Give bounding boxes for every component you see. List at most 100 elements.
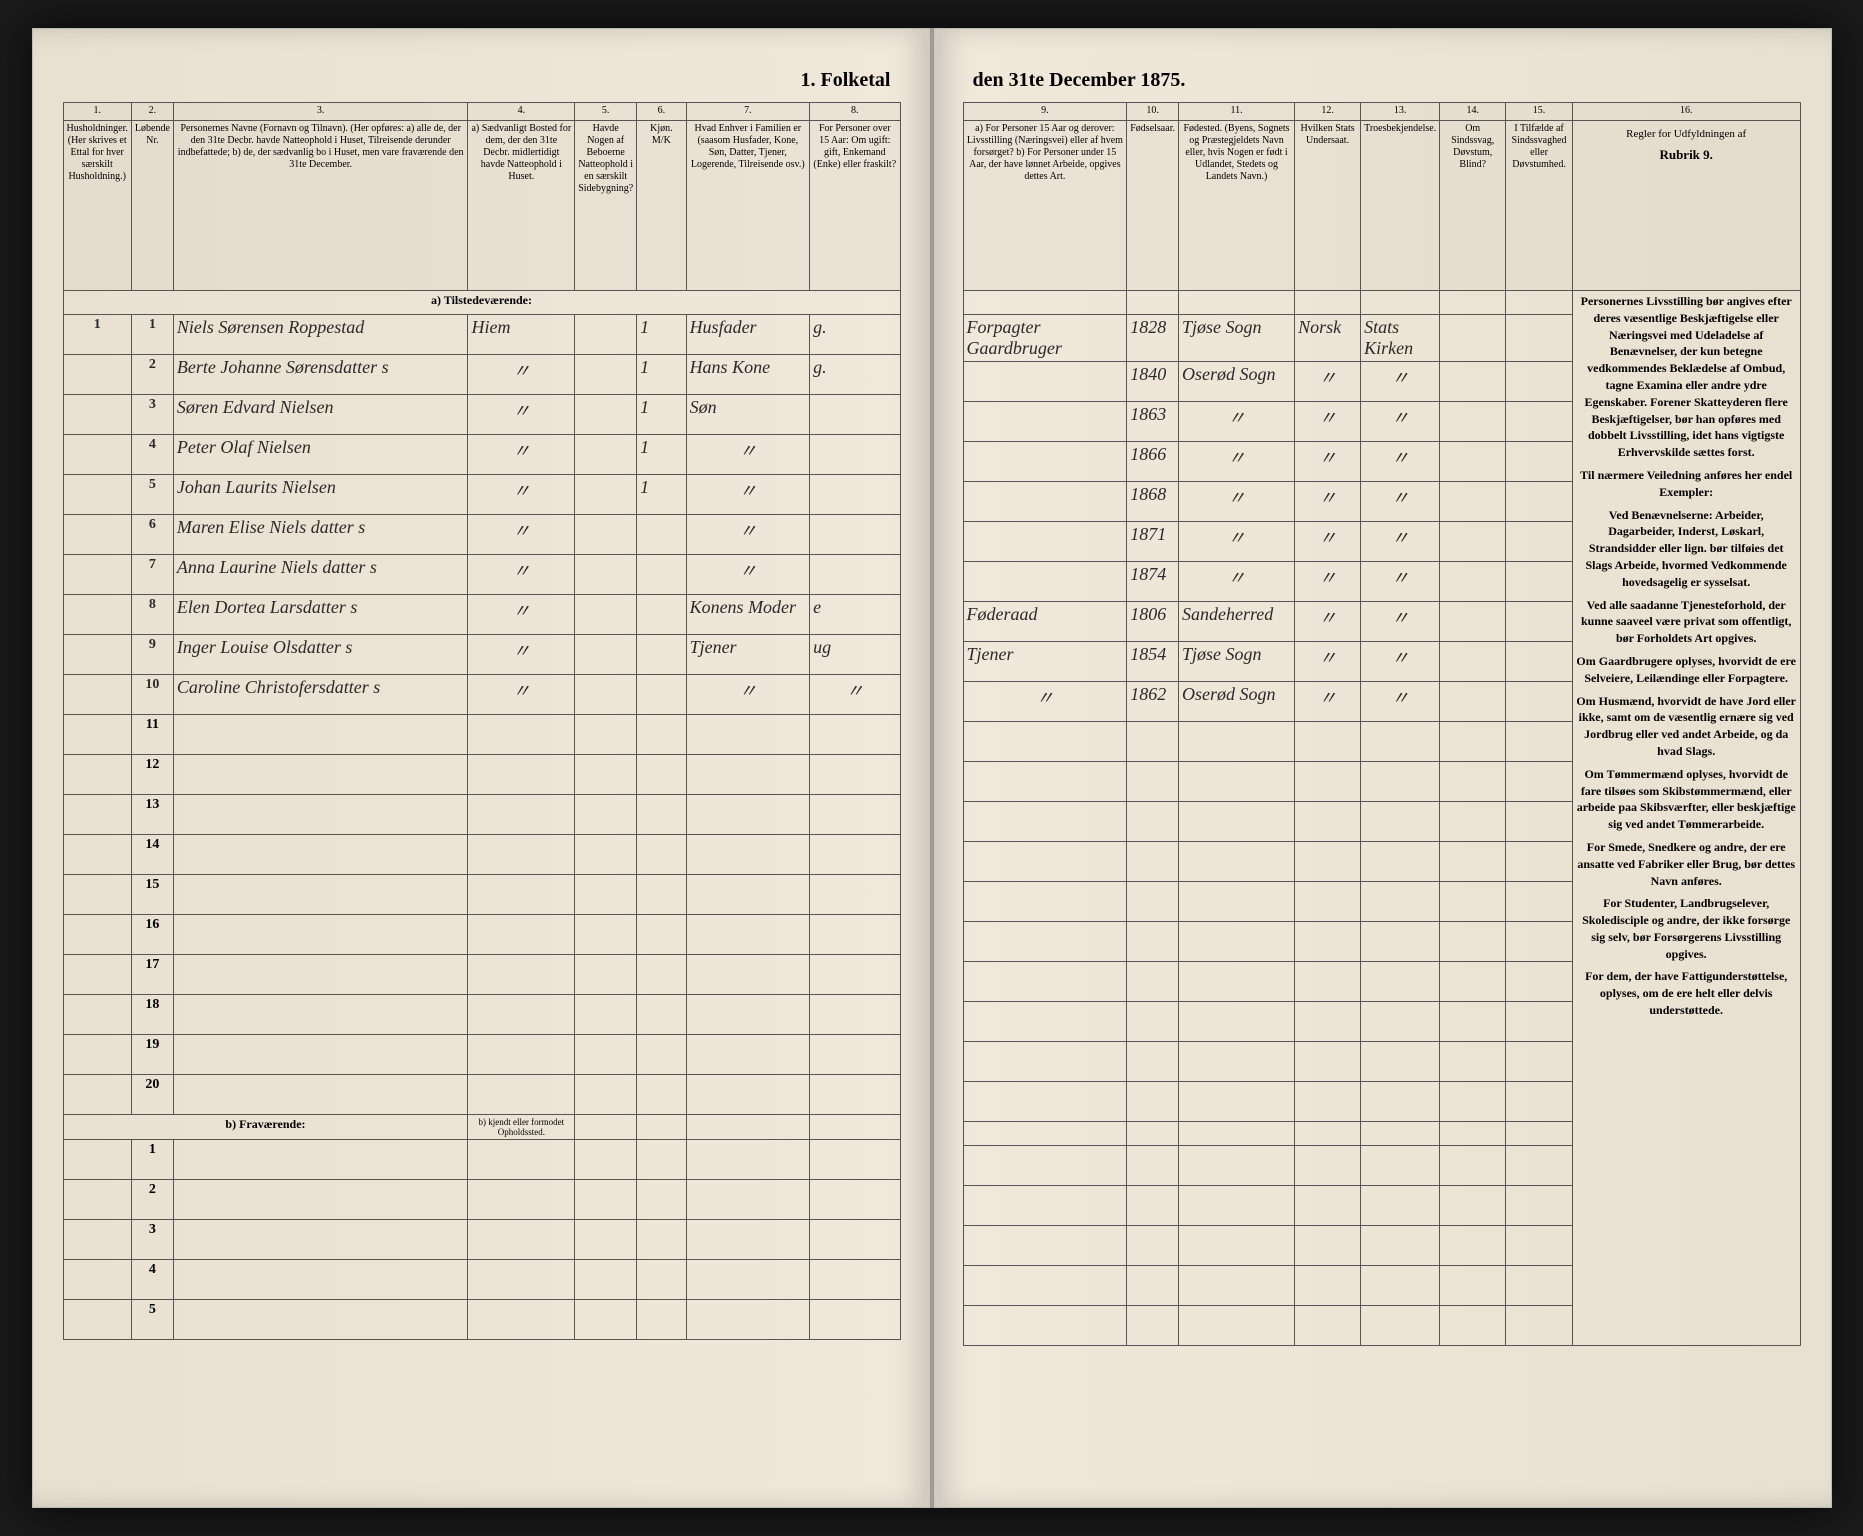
- cell: [1440, 762, 1506, 802]
- cell: [810, 795, 900, 835]
- cell: Føderaad: [963, 602, 1127, 642]
- table-row: 16: [63, 915, 900, 955]
- cell: 〃: [1295, 522, 1361, 562]
- cell: [1361, 842, 1440, 882]
- cell: [63, 635, 131, 675]
- cell: Husfader: [686, 315, 810, 355]
- cell: [1295, 802, 1361, 842]
- cell: 1840: [1127, 362, 1179, 402]
- cell: [1440, 1082, 1506, 1122]
- census-book: 1. Folketal 1.2.3.4.5.6.7.8. Husholdning…: [32, 28, 1832, 1508]
- cell: [810, 1140, 900, 1180]
- cell: 〃: [1295, 482, 1361, 522]
- cell: [963, 1122, 1127, 1146]
- cell: Oserød Sogn: [1178, 682, 1294, 722]
- column-number: 7.: [686, 103, 810, 121]
- cell: [637, 1220, 686, 1260]
- instruction-paragraph: Personernes Livsstilling bør angives eft…: [1576, 293, 1797, 461]
- cell: [1506, 922, 1573, 962]
- table-row: 4: [63, 1260, 900, 1300]
- cell: 1866: [1127, 442, 1179, 482]
- cell: [810, 1075, 900, 1115]
- cell: [173, 1180, 468, 1220]
- cell: [173, 1035, 468, 1075]
- cell: [1506, 1122, 1573, 1146]
- cell: 1: [637, 435, 686, 475]
- cell: 〃: [1361, 562, 1440, 602]
- instruction-paragraph: Om Tømmermænd oplyses, hvorvidt de fare …: [1576, 766, 1797, 833]
- cell: [686, 1220, 810, 1260]
- cell: 16: [131, 915, 173, 955]
- cell: [63, 1300, 131, 1340]
- cell: [63, 515, 131, 555]
- cell: Norsk: [1295, 315, 1361, 362]
- cell: [63, 1075, 131, 1115]
- table-row: 20: [63, 1075, 900, 1115]
- cell: [1127, 291, 1179, 315]
- cell: [963, 562, 1127, 602]
- table-row: 6Maren Elise Niels datter s〃〃: [63, 515, 900, 555]
- cell: [1361, 722, 1440, 762]
- cell: [637, 1260, 686, 1300]
- cell: 1868: [1127, 482, 1179, 522]
- cell: 〃: [1178, 522, 1294, 562]
- cell: [1440, 1186, 1506, 1226]
- cell: Sandeherred: [1178, 602, 1294, 642]
- cell: 〃: [1295, 442, 1361, 482]
- cell: [963, 922, 1127, 962]
- cell: [810, 395, 900, 435]
- cell: Elen Dortea Larsdatter s: [173, 595, 468, 635]
- cell: [1506, 1002, 1573, 1042]
- cell: [1440, 882, 1506, 922]
- table-row: 11Niels Sørensen RoppestadHiem1Husfaderg…: [63, 315, 900, 355]
- cell: 1: [131, 1140, 173, 1180]
- cell: [173, 1260, 468, 1300]
- cell: [575, 395, 637, 435]
- cell: [1506, 882, 1573, 922]
- cell: [1440, 1002, 1506, 1042]
- cell: 4: [131, 435, 173, 475]
- column-number: 11.: [1178, 103, 1294, 121]
- cell: 18: [131, 995, 173, 1035]
- cell: [637, 1300, 686, 1340]
- cell: [1506, 562, 1573, 602]
- cell: 〃: [468, 515, 575, 555]
- instruction-paragraph: Ved Benævnelserne: Arbeider, Dagarbeider…: [1576, 507, 1797, 591]
- column-number: 4.: [468, 103, 575, 121]
- cell: 〃: [686, 555, 810, 595]
- cell: [810, 915, 900, 955]
- cell: [686, 1035, 810, 1075]
- cell: 〃: [468, 555, 575, 595]
- cell: 1806: [1127, 602, 1179, 642]
- cell: [963, 762, 1127, 802]
- cell: [575, 435, 637, 475]
- column-header: Løbende Nr.: [131, 121, 173, 291]
- cell: [575, 1300, 637, 1340]
- table-row: 11: [63, 715, 900, 755]
- cell: [1127, 722, 1179, 762]
- census-table-right: 9.10.11.12.13.14.15.16. a) For Personer …: [963, 102, 1801, 1346]
- cell: [1361, 1042, 1440, 1082]
- cell: [173, 1300, 468, 1340]
- cell: g.: [810, 355, 900, 395]
- table-row: 8Elen Dortea Larsdatter s〃Konens Modere: [63, 595, 900, 635]
- cell: [1440, 402, 1506, 442]
- cell: [1127, 1226, 1179, 1266]
- cell: [637, 1115, 686, 1140]
- cell: Anna Laurine Niels datter s: [173, 555, 468, 595]
- cell: 〃: [1178, 562, 1294, 602]
- cell: [686, 1260, 810, 1300]
- cell: [1440, 602, 1506, 642]
- cell: [63, 715, 131, 755]
- table-header-right: 9.10.11.12.13.14.15.16. a) For Personer …: [963, 103, 1800, 291]
- cell: [1440, 1226, 1506, 1266]
- cell: [575, 715, 637, 755]
- column-number: 13.: [1361, 103, 1440, 121]
- cell: [963, 402, 1127, 442]
- cell: [575, 635, 637, 675]
- cell: [686, 915, 810, 955]
- column-number: 1.: [63, 103, 131, 121]
- cell: Peter Olaf Nielsen: [173, 435, 468, 475]
- cell: [1440, 922, 1506, 962]
- cell: 〃: [1295, 642, 1361, 682]
